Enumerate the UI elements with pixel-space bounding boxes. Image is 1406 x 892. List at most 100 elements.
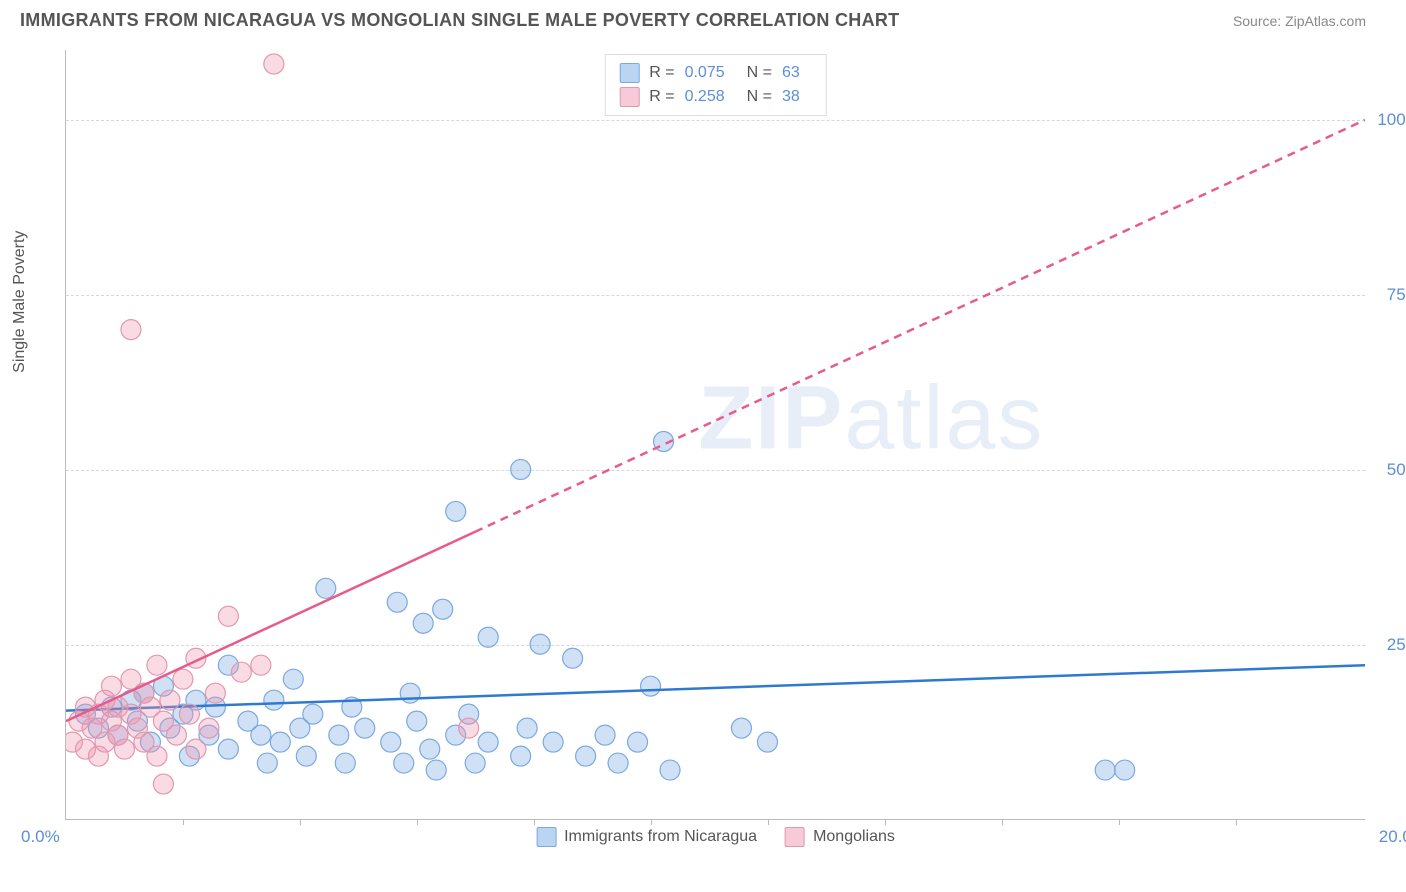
data-point [543, 732, 563, 752]
data-point [153, 774, 173, 794]
data-point [205, 683, 225, 703]
legend-swatch [785, 827, 805, 847]
data-point [459, 718, 479, 738]
data-point [303, 704, 323, 724]
x-tick [183, 819, 184, 825]
data-point [264, 54, 284, 74]
data-point [641, 676, 661, 696]
x-tick [1002, 819, 1003, 825]
data-point [335, 753, 355, 773]
data-point [283, 669, 303, 689]
data-point [420, 739, 440, 759]
data-point [173, 669, 193, 689]
data-point [121, 320, 141, 340]
y-tick-label: 75.0% [1387, 285, 1406, 305]
data-point [251, 725, 271, 745]
chart-area: Single Male Poverty ZIPatlas 0.0% 20.0% … [60, 50, 1370, 820]
x-tick [1119, 819, 1120, 825]
legend-swatch [619, 87, 639, 107]
data-point [218, 606, 238, 626]
scatter-svg [66, 50, 1365, 819]
data-point [660, 760, 680, 780]
legend-n-value: 38 [782, 88, 800, 106]
data-point [387, 592, 407, 612]
data-point [563, 648, 583, 668]
data-point [595, 725, 615, 745]
data-point [511, 746, 531, 766]
legend-r-label: R = [649, 64, 674, 82]
data-point [433, 599, 453, 619]
x-tick [651, 819, 652, 825]
x-tick [885, 819, 886, 825]
y-tick-label: 25.0% [1387, 635, 1406, 655]
data-point [231, 662, 251, 682]
data-point [296, 746, 316, 766]
legend-swatch [619, 63, 639, 83]
x-axis-max-label: 20.0% [1379, 827, 1406, 847]
legend-label: Mongolians [813, 828, 895, 846]
data-point [147, 746, 167, 766]
y-axis-label: Single Male Poverty [11, 231, 29, 373]
legend-item: Immigrants from Nicaragua [536, 827, 757, 847]
data-point [329, 725, 349, 745]
x-axis-min-label: 0.0% [21, 827, 60, 847]
data-point [166, 725, 186, 745]
legend-item: Mongolians [785, 827, 895, 847]
legend-n-label: N = [747, 64, 772, 82]
data-point [355, 718, 375, 738]
chart-title: IMMIGRANTS FROM NICARAGUA VS MONGOLIAN S… [20, 10, 899, 31]
x-tick [768, 819, 769, 825]
legend-row: R = 0.258 N = 38 [619, 85, 812, 109]
data-point [530, 634, 550, 654]
chart-header: IMMIGRANTS FROM NICARAGUA VS MONGOLIAN S… [0, 0, 1406, 37]
y-tick-label: 100.0% [1377, 110, 1406, 130]
legend-r-value: 0.075 [685, 64, 725, 82]
data-point [394, 753, 414, 773]
data-point [264, 690, 284, 710]
data-point [465, 753, 485, 773]
data-point [179, 704, 199, 724]
legend-label: Immigrants from Nicaragua [564, 828, 757, 846]
data-point [316, 578, 336, 598]
legend-r-label: R = [649, 88, 674, 106]
data-point [160, 690, 180, 710]
data-point [478, 732, 498, 752]
data-point [147, 655, 167, 675]
data-point [101, 676, 121, 696]
legend-swatch [536, 827, 556, 847]
data-point [478, 627, 498, 647]
correlation-legend: R = 0.075 N = 63 R = 0.258 N = 38 [604, 54, 827, 116]
legend-n-value: 63 [782, 64, 800, 82]
data-point [757, 732, 777, 752]
data-point [251, 655, 271, 675]
data-point [517, 718, 537, 738]
chart-source: Source: ZipAtlas.com [1233, 13, 1366, 29]
legend-r-value: 0.258 [685, 88, 725, 106]
data-point [270, 732, 290, 752]
trend-line-dashed [475, 120, 1365, 532]
data-point [1095, 760, 1115, 780]
data-point [608, 753, 628, 773]
plot-region: ZIPatlas 0.0% 20.0% R =0.075N =63R =0.25… [65, 50, 1365, 820]
data-point [413, 613, 433, 633]
data-point [199, 718, 219, 738]
data-point [511, 459, 531, 479]
data-point [186, 739, 206, 759]
legend-row: R = 0.075 N = 63 [619, 61, 812, 85]
x-tick [417, 819, 418, 825]
data-point [218, 739, 238, 759]
data-point [1115, 760, 1135, 780]
data-point [257, 753, 277, 773]
data-point [731, 718, 751, 738]
data-point [628, 732, 648, 752]
data-point [407, 711, 427, 731]
data-point [446, 501, 466, 521]
data-point [400, 683, 420, 703]
x-tick [534, 819, 535, 825]
data-point [114, 739, 134, 759]
data-point [576, 746, 596, 766]
data-point [426, 760, 446, 780]
legend-n-label: N = [747, 88, 772, 106]
x-tick [1236, 819, 1237, 825]
y-tick-label: 50.0% [1387, 460, 1406, 480]
